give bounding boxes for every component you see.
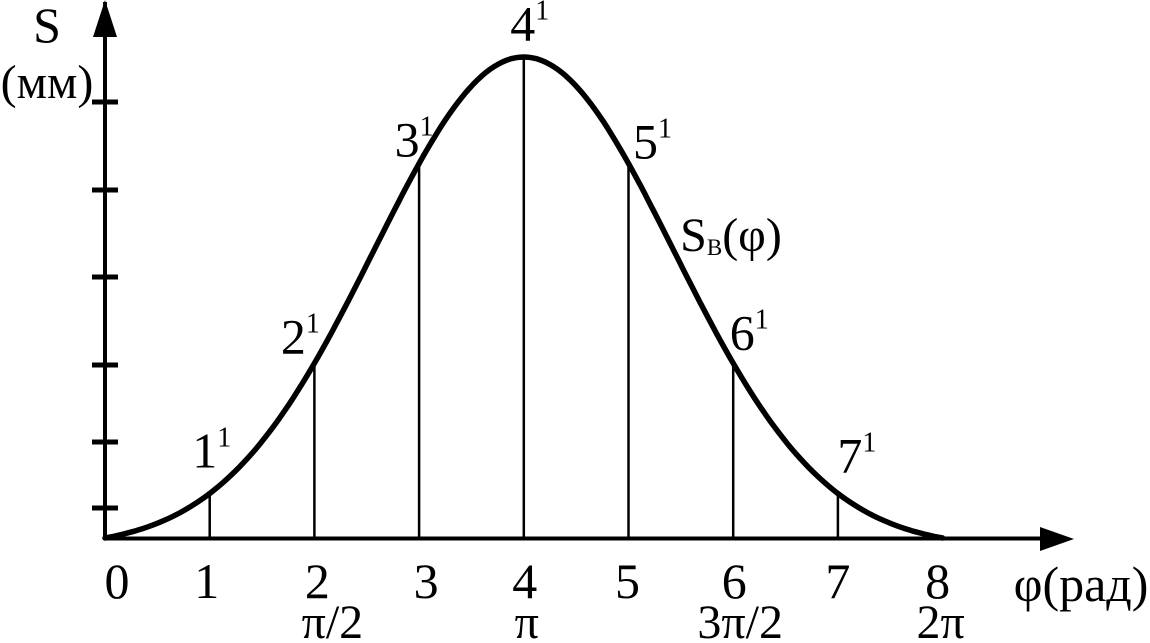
point-label-base: 3	[394, 111, 420, 168]
x-axis-arrowhead	[1040, 527, 1074, 551]
signal-curve	[102, 54, 946, 541]
point-label-51: 51	[633, 113, 672, 170]
point-label-superscript: 1	[862, 427, 877, 459]
x-axis-title: φ(рад)	[1013, 556, 1149, 612]
x-sublabel-2: π	[514, 596, 539, 643]
point-label-base: 5	[633, 113, 658, 170]
x-tick-label-8: 8	[925, 553, 951, 609]
point-label-superscript: 1	[754, 304, 769, 336]
curve-label-args: (φ)	[722, 209, 782, 262]
x-tick-label-1: 1	[194, 553, 220, 609]
point-label-superscript: 1	[535, 0, 550, 27]
point-label-base: 4	[510, 0, 536, 52]
x-tick-label-7: 7	[825, 553, 851, 609]
point-label-base: 6	[729, 304, 755, 361]
point-label-base: 7	[837, 427, 863, 484]
point-label-31: 31	[394, 111, 434, 168]
x-tick-label-6: 6	[721, 553, 747, 609]
x-tick-label-3: 3	[413, 553, 439, 609]
x-sublabel-3: 3π/2	[697, 596, 783, 643]
point-label-superscript: 1	[658, 113, 672, 145]
curve-function-label: SВ(φ)	[680, 212, 782, 260]
x-tick-label-2: 2	[304, 553, 330, 609]
x-sublabel-1: π/2	[301, 596, 364, 643]
y-axis-title: S	[33, 0, 61, 53]
point-label-71: 71	[837, 427, 877, 484]
point-label-superscript: 1	[419, 111, 434, 143]
point-label-base: 2	[280, 308, 306, 365]
x-sublabel-4: 2π	[916, 596, 965, 643]
x-tick-label-4: 4	[512, 553, 538, 609]
y-axis-unit: (мм)	[0, 56, 94, 109]
point-label-11: 11	[192, 422, 232, 479]
x-tick-label-5: 5	[615, 553, 640, 609]
point-label-superscript: 1	[217, 422, 232, 454]
point-label-21: 21	[280, 308, 320, 365]
x-tick-label-0: 0	[104, 553, 130, 609]
y-axis-arrowhead	[93, 0, 117, 37]
point-label-61: 61	[729, 304, 769, 361]
point-label-41: 41	[510, 0, 549, 49]
curve-label-base: S	[680, 209, 707, 262]
point-label-base: 1	[192, 422, 218, 479]
curve-label-subscript: В	[706, 235, 723, 260]
point-label-superscript: 1	[305, 308, 320, 340]
